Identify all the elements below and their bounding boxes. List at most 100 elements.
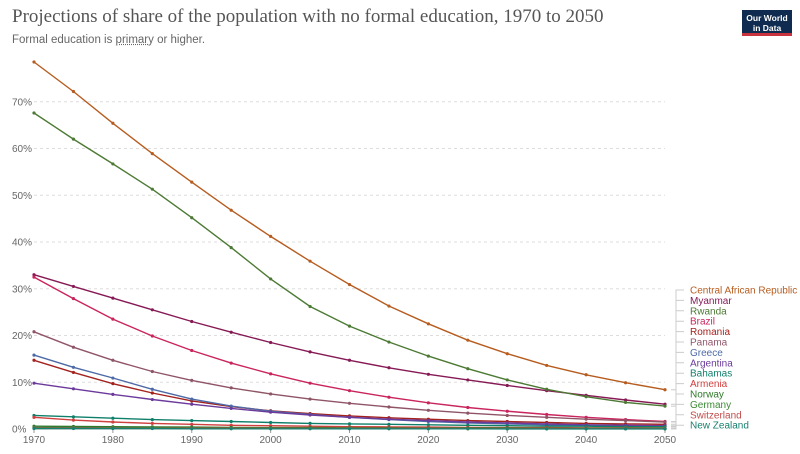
data-point-greece-1975 <box>71 365 76 369</box>
data-point-argentina-1980 <box>111 392 115 397</box>
y-tick-label-40: 40% <box>12 238 32 249</box>
legend-label-argentina: Argentina <box>690 358 733 369</box>
legend-connector-romania <box>671 331 684 425</box>
data-point-romania-1975 <box>71 370 76 375</box>
y-tick-label-20: 20% <box>12 331 32 342</box>
x-tick-label-2050: 2050 <box>654 435 677 446</box>
data-point-bahamas-2000 <box>269 420 273 425</box>
legend-label-norway: Norway <box>690 390 724 401</box>
data-point-central-african-republic-2005 <box>308 259 312 263</box>
data-point-new-zealand-2040 <box>584 427 588 431</box>
legend-label-germany: Germany <box>690 400 731 411</box>
data-point-central-african-republic-2040 <box>584 373 588 377</box>
data-point-central-african-republic-2000 <box>269 234 273 238</box>
y-tick-label-10: 10% <box>12 378 32 389</box>
data-point-new-zealand-2000 <box>269 427 273 431</box>
data-point-greece-1990 <box>190 397 194 401</box>
chart-subtitle: Formal education is primary or higher. <box>12 34 205 46</box>
data-point-brazil-2010 <box>347 389 352 393</box>
legend-label-myanmar: Myanmar <box>690 296 732 307</box>
data-point-rwanda-2020 <box>426 354 430 358</box>
data-point-armenia-1975 <box>71 418 76 422</box>
data-point-new-zealand-2030 <box>505 427 509 431</box>
data-point-argentina-1970 <box>32 381 36 385</box>
logo-line2: in Data <box>752 23 782 33</box>
data-point-argentina-2010 <box>347 415 352 419</box>
data-point-myanmar-2000 <box>269 340 273 345</box>
data-point-panama-2045 <box>623 418 628 423</box>
data-point-greece-1985 <box>150 387 154 391</box>
y-tick-label-30: 30% <box>12 284 32 295</box>
data-point-rwanda-2030 <box>505 378 509 382</box>
data-point-myanmar-2025 <box>466 378 470 382</box>
legend-connector-central-african-republic <box>671 289 684 391</box>
data-point-rwanda-2050 <box>663 404 667 408</box>
data-point-argentina-2000 <box>269 410 273 414</box>
logo-line1: Our World <box>746 13 788 23</box>
series-line-brazil <box>33 276 666 423</box>
data-point-new-zealand-2020 <box>426 427 430 431</box>
data-point-argentina-1990 <box>190 402 194 406</box>
data-point-argentina-1985 <box>150 397 154 402</box>
data-point-new-zealand-1980 <box>111 426 115 431</box>
data-point-brazil-2000 <box>269 372 273 376</box>
legend-label-armenia: Armenia <box>690 379 728 390</box>
y-tick-label-0: 0% <box>12 425 27 436</box>
data-point-panama-2030 <box>505 413 509 418</box>
data-point-rwanda-2035 <box>545 387 549 391</box>
data-point-romania-1985 <box>150 391 154 395</box>
data-point-argentina-2015 <box>387 417 391 421</box>
data-point-central-african-republic-1990 <box>190 180 194 184</box>
data-point-central-african-republic-2010 <box>347 282 352 287</box>
data-point-romania-1970 <box>32 358 36 362</box>
data-point-brazil-2035 <box>545 412 549 417</box>
data-point-bahamas-2020 <box>426 423 430 427</box>
data-point-brazil-2030 <box>505 409 509 413</box>
legend-label-greece: Greece <box>690 348 723 359</box>
data-point-myanmar-1980 <box>111 296 115 300</box>
data-point-armenia-1970 <box>32 415 36 419</box>
data-point-greece-1995 <box>229 404 233 408</box>
owid-logo[interactable]: Our World in Data <box>742 10 792 36</box>
data-point-new-zealand-2015 <box>387 427 391 431</box>
data-point-myanmar-1990 <box>190 319 194 324</box>
data-point-armenia-1980 <box>111 420 115 424</box>
data-point-myanmar-2005 <box>308 350 312 354</box>
data-point-panama-1990 <box>190 378 194 382</box>
data-point-new-zealand-1975 <box>71 426 76 431</box>
data-point-panama-1970 <box>32 330 36 334</box>
subtitle-link-primary[interactable]: primary <box>115 34 154 46</box>
data-point-bahamas-2005 <box>308 421 312 425</box>
data-point-armenia-1985 <box>150 421 154 425</box>
subtitle-text-end: or higher. <box>153 34 206 46</box>
data-point-panama-2025 <box>466 411 470 415</box>
data-point-new-zealand-2045 <box>623 427 628 431</box>
legend-connector-new-zealand <box>671 424 684 430</box>
data-point-armenia-1990 <box>190 422 194 426</box>
data-point-brazil-2020 <box>426 401 430 405</box>
data-point-panama-1985 <box>150 369 154 374</box>
data-point-central-african-republic-1995 <box>229 208 233 212</box>
legend-connector-bahamas <box>671 372 684 428</box>
data-point-myanmar-2045 <box>623 398 628 402</box>
data-point-bahamas-1975 <box>71 415 76 419</box>
series-line-rwanda <box>33 112 666 407</box>
data-point-central-african-republic-2035 <box>545 363 549 368</box>
x-tick-label-2030: 2030 <box>496 435 519 446</box>
x-tick-label-2000: 2000 <box>260 435 283 446</box>
data-point-central-african-republic-1975 <box>71 89 76 94</box>
data-point-greece-1980 <box>111 376 115 380</box>
data-point-panama-2010 <box>347 401 352 405</box>
data-point-myanmar-2015 <box>387 366 391 370</box>
data-point-bahamas-1995 <box>229 419 233 424</box>
legend-label-romania: Romania <box>690 327 730 338</box>
data-point-panama-2005 <box>308 397 312 401</box>
legend-label-rwanda: Rwanda <box>690 306 727 317</box>
data-point-central-african-republic-2020 <box>426 322 430 326</box>
data-point-central-african-republic-2030 <box>505 352 509 356</box>
legend-label-brazil: Brazil <box>690 317 715 328</box>
data-point-bahamas-1990 <box>190 418 194 423</box>
y-tick-label-50: 50% <box>12 191 32 202</box>
data-point-rwanda-2005 <box>308 304 312 309</box>
data-point-new-zealand-2035 <box>545 427 549 431</box>
